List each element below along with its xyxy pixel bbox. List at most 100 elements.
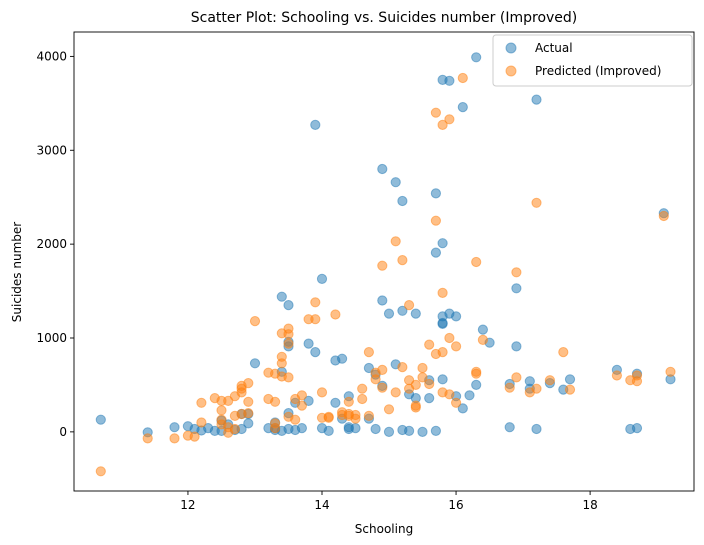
point-predicted	[424, 378, 435, 390]
point-actual	[451, 311, 462, 322]
point-actual	[243, 418, 254, 429]
plot-area-frame	[73, 31, 695, 492]
point-actual	[511, 341, 522, 352]
point-predicted	[564, 384, 576, 395]
point-predicted	[377, 364, 388, 375]
y-axis-ticks: 0 1000 2000 3000 4000	[36, 49, 74, 439]
point-predicted	[296, 400, 307, 411]
point-predicted	[451, 341, 462, 352]
point-actual	[437, 238, 448, 249]
point-predicted	[404, 300, 415, 311]
point-predicted	[417, 372, 428, 383]
x-axis-ticks: 12 14 16 18	[180, 491, 598, 512]
point-predicted	[377, 382, 388, 393]
y-tick-label: 2000	[36, 237, 67, 251]
point-predicted	[377, 260, 388, 271]
point-actual	[383, 308, 395, 319]
x-tick-label: 18	[582, 498, 597, 512]
point-predicted	[444, 332, 455, 344]
point-predicted	[343, 396, 354, 407]
x-tick-label: 16	[448, 498, 463, 512]
point-actual	[310, 119, 321, 131]
point-actual	[437, 317, 448, 329]
point-predicted	[363, 410, 374, 421]
point-predicted	[511, 267, 522, 278]
point-predicted	[296, 390, 307, 401]
point-predicted	[511, 372, 522, 383]
point-actual	[377, 163, 388, 175]
point-predicted	[437, 119, 448, 131]
point-actual	[316, 273, 328, 284]
point-predicted	[363, 347, 374, 358]
point-predicted	[229, 423, 240, 435]
point-predicted	[444, 114, 455, 125]
point-predicted	[357, 383, 368, 394]
point-predicted	[243, 408, 254, 419]
point-predicted	[430, 215, 441, 226]
y-axis-label: Suicides number	[10, 222, 24, 322]
point-predicted	[189, 431, 200, 442]
point-actual	[430, 188, 441, 199]
point-predicted	[658, 210, 669, 222]
point-predicted	[457, 72, 468, 84]
point-predicted	[283, 372, 294, 383]
point-predicted	[477, 334, 488, 345]
point-predicted	[558, 347, 569, 358]
y-tick-label: 0	[59, 425, 67, 439]
point-predicted	[196, 417, 207, 428]
point-actual	[350, 423, 361, 434]
point-predicted	[310, 297, 321, 308]
point-predicted	[196, 397, 207, 408]
point-actual	[397, 305, 408, 316]
point-predicted	[417, 362, 428, 374]
point-predicted	[471, 256, 482, 268]
point-predicted	[444, 389, 455, 400]
point-actual	[310, 347, 321, 358]
point-predicted	[631, 376, 643, 387]
point-actual	[337, 353, 348, 364]
point-predicted	[451, 397, 462, 408]
y-tick-label: 4000	[36, 49, 67, 63]
point-predicted	[276, 358, 287, 369]
y-tick-label: 1000	[36, 331, 67, 345]
point-actual	[404, 425, 415, 436]
point-predicted	[531, 197, 542, 208]
point-predicted	[665, 366, 676, 377]
point-predicted	[142, 433, 153, 444]
point-predicted	[410, 379, 421, 390]
point-actual	[370, 423, 381, 435]
point-actual	[430, 425, 441, 436]
point-predicted	[283, 329, 294, 340]
point-predicted	[169, 433, 180, 444]
point-predicted	[370, 374, 381, 385]
point-actual	[511, 283, 522, 294]
point-actual	[377, 295, 388, 306]
point-actual	[471, 52, 482, 63]
point-actual	[330, 397, 341, 408]
point-predicted	[270, 396, 281, 407]
chart-title: Scatter Plot: Schooling vs. Suicides num…	[191, 10, 578, 26]
point-predicted	[397, 255, 408, 266]
point-actual	[249, 358, 261, 369]
point-predicted	[310, 314, 321, 325]
point-predicted	[410, 402, 421, 413]
point-predicted	[283, 338, 294, 349]
legend-marker-actual	[505, 42, 517, 54]
point-predicted	[350, 413, 361, 424]
y-tick-label: 3000	[36, 143, 67, 157]
point-predicted	[236, 387, 247, 398]
point-actual	[283, 300, 294, 311]
point-actual	[631, 423, 643, 434]
point-predicted	[531, 383, 542, 394]
point-actual	[430, 247, 441, 258]
point-predicted	[611, 370, 623, 381]
point-predicted	[270, 423, 281, 434]
point-predicted	[397, 362, 408, 373]
point-predicted	[471, 368, 482, 379]
point-predicted	[504, 382, 515, 393]
point-actual	[390, 177, 401, 188]
legend-label-actual: Actual	[535, 41, 573, 55]
point-actual	[444, 75, 455, 86]
point-predicted	[430, 107, 441, 118]
